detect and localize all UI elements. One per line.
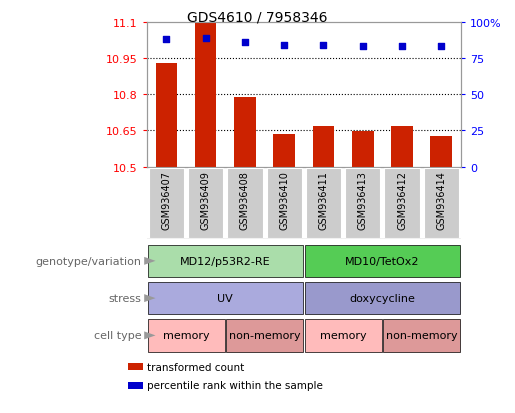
FancyBboxPatch shape bbox=[148, 282, 303, 315]
Bar bbox=[128, 382, 143, 389]
Text: transformed count: transformed count bbox=[146, 362, 244, 372]
FancyBboxPatch shape bbox=[188, 169, 224, 238]
FancyBboxPatch shape bbox=[148, 245, 303, 278]
Point bbox=[280, 43, 288, 49]
FancyBboxPatch shape bbox=[306, 169, 341, 238]
Bar bbox=[234, 97, 256, 167]
FancyBboxPatch shape bbox=[305, 245, 460, 278]
Text: GSM936412: GSM936412 bbox=[397, 171, 407, 230]
Point bbox=[319, 43, 328, 49]
Text: GSM936414: GSM936414 bbox=[436, 171, 447, 230]
Point bbox=[358, 44, 367, 51]
Bar bbox=[156, 64, 177, 167]
FancyBboxPatch shape bbox=[345, 169, 381, 238]
Bar bbox=[313, 126, 334, 167]
Text: GSM936411: GSM936411 bbox=[318, 171, 329, 230]
Text: cell type: cell type bbox=[94, 330, 142, 341]
Text: memory: memory bbox=[163, 330, 210, 341]
FancyBboxPatch shape bbox=[267, 169, 302, 238]
FancyBboxPatch shape bbox=[305, 282, 460, 315]
FancyBboxPatch shape bbox=[383, 319, 460, 352]
Text: genotype/variation: genotype/variation bbox=[36, 256, 142, 266]
FancyBboxPatch shape bbox=[424, 169, 459, 238]
Point bbox=[437, 44, 445, 51]
Text: GSM936407: GSM936407 bbox=[161, 171, 171, 230]
Text: stress: stress bbox=[109, 293, 142, 304]
Text: doxycycline: doxycycline bbox=[350, 293, 415, 304]
Text: GSM936413: GSM936413 bbox=[358, 171, 368, 230]
FancyBboxPatch shape bbox=[148, 319, 225, 352]
Text: GSM936410: GSM936410 bbox=[279, 171, 289, 230]
Text: MD12/p53R2-RE: MD12/p53R2-RE bbox=[180, 256, 270, 266]
Text: MD10/TetOx2: MD10/TetOx2 bbox=[345, 256, 420, 266]
Bar bbox=[273, 135, 295, 167]
FancyBboxPatch shape bbox=[305, 319, 382, 352]
Text: memory: memory bbox=[320, 330, 367, 341]
Text: GSM936409: GSM936409 bbox=[201, 171, 211, 230]
Bar bbox=[195, 23, 216, 167]
Point bbox=[162, 37, 170, 43]
FancyBboxPatch shape bbox=[226, 319, 303, 352]
FancyBboxPatch shape bbox=[149, 169, 184, 238]
Text: GSM936408: GSM936408 bbox=[240, 171, 250, 230]
Point bbox=[398, 44, 406, 51]
Text: non-memory: non-memory bbox=[386, 330, 457, 341]
Polygon shape bbox=[144, 294, 156, 302]
FancyBboxPatch shape bbox=[227, 169, 263, 238]
Bar bbox=[431, 137, 452, 167]
Point bbox=[241, 40, 249, 46]
Polygon shape bbox=[144, 257, 156, 265]
Point bbox=[201, 36, 210, 42]
Text: percentile rank within the sample: percentile rank within the sample bbox=[146, 380, 322, 390]
Polygon shape bbox=[144, 332, 156, 339]
FancyBboxPatch shape bbox=[384, 169, 420, 238]
Text: non-memory: non-memory bbox=[229, 330, 300, 341]
Bar bbox=[391, 126, 413, 167]
Bar bbox=[128, 363, 143, 370]
Text: GDS4610 / 7958346: GDS4610 / 7958346 bbox=[187, 10, 328, 24]
Bar bbox=[352, 132, 373, 167]
Text: UV: UV bbox=[217, 293, 233, 304]
